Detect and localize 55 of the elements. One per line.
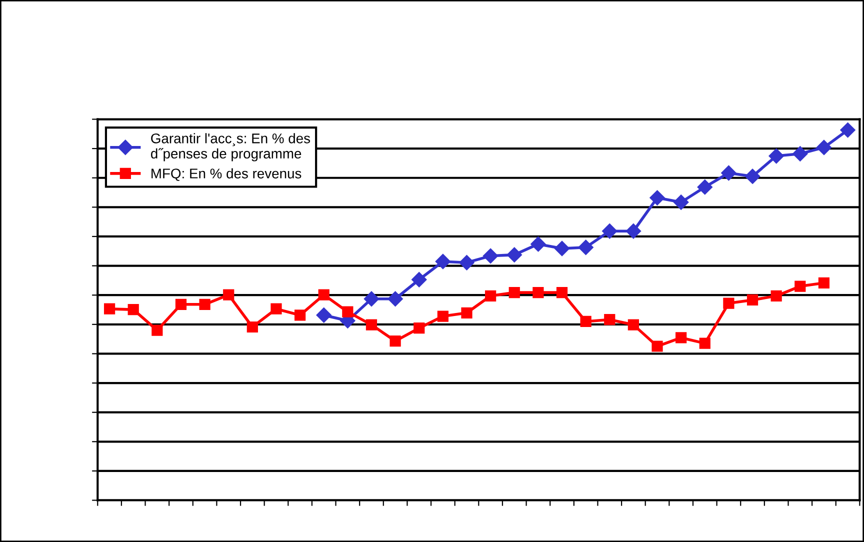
point [175, 298, 187, 310]
point [628, 319, 640, 330]
point [316, 308, 332, 323]
point [366, 319, 378, 330]
point [723, 298, 734, 309]
point [485, 290, 496, 302]
point [770, 290, 782, 302]
point [390, 336, 401, 347]
point [223, 289, 234, 300]
point [414, 322, 425, 334]
point [412, 272, 427, 288]
point [604, 314, 616, 326]
point [721, 165, 736, 181]
point [461, 307, 472, 318]
legend-label: Garantir l'acc¸s: En % des d˝penses de programme [150, 133, 310, 162]
legend-label: MFQ: En % des revenus [152, 168, 302, 181]
point [674, 194, 689, 210]
point [437, 310, 448, 322]
point [246, 321, 258, 333]
point [532, 287, 544, 298]
point [794, 280, 806, 292]
point [626, 224, 642, 239]
point [270, 303, 282, 314]
point [840, 122, 856, 138]
point [580, 316, 592, 328]
point [676, 332, 687, 344]
point [435, 254, 451, 270]
point [482, 248, 498, 264]
point [506, 247, 522, 262]
point [104, 303, 116, 314]
point [652, 340, 663, 352]
point [816, 140, 832, 156]
point [578, 240, 594, 255]
point [508, 287, 520, 298]
point [699, 338, 710, 349]
point [364, 291, 380, 306]
point [602, 224, 618, 239]
point [318, 289, 330, 300]
point [152, 324, 163, 336]
point [294, 310, 306, 321]
point [342, 306, 354, 318]
point [650, 190, 665, 206]
point [128, 304, 139, 316]
point [818, 277, 830, 289]
point [744, 168, 760, 184]
point [199, 298, 210, 310]
point [746, 294, 758, 306]
point [556, 287, 568, 298]
point [554, 240, 570, 256]
point [530, 236, 546, 252]
point [459, 255, 474, 270]
point [768, 148, 784, 164]
point [792, 146, 808, 162]
point [697, 179, 712, 195]
point [388, 291, 403, 306]
